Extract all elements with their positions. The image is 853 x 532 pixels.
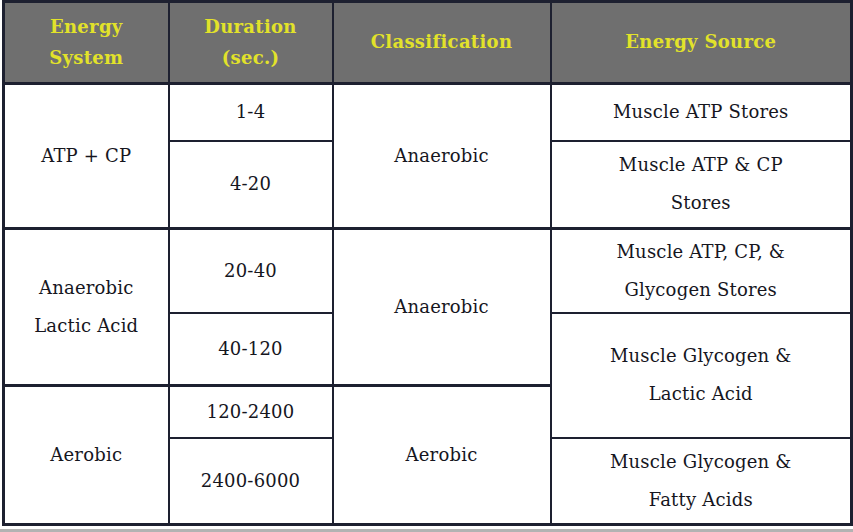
cell-source-muscle-atp-stores: Muscle ATP Stores [551, 84, 852, 141]
table-row: ATP + CP 1-4 Anaerobic Muscle ATP Stores [4, 84, 852, 141]
header-duration: Duration (sec.) [169, 2, 333, 84]
cell-classification-anaerobic-1: Anaerobic [333, 84, 551, 229]
cell-classification-aerobic: Aerobic [333, 386, 551, 525]
header-classification: Classification [333, 2, 551, 84]
cell-classification-anaerobic-2: Anaerobic [333, 229, 551, 386]
cell-duration-4-20: 4-20 [169, 141, 333, 229]
energy-systems-table: Energy System Duration (sec.) Classifica… [2, 0, 853, 526]
cell-duration-20-40: 20-40 [169, 229, 333, 313]
cell-energy-system-atp-cp: ATP + CP [4, 84, 169, 229]
document-page: Energy System Duration (sec.) Classifica… [0, 0, 853, 532]
cell-energy-system-aerobic: Aerobic [4, 386, 169, 525]
header-row: Energy System Duration (sec.) Classifica… [4, 2, 852, 84]
cell-energy-system-anaerobic-lactic-acid: Anaerobic Lactic Acid [4, 229, 169, 386]
cell-duration-1-4: 1-4 [169, 84, 333, 141]
header-energy-source: Energy Source [551, 2, 852, 84]
cell-duration-2400-6000: 2400-6000 [169, 438, 333, 525]
cell-source-muscle-glycogen-lactic-acid: Muscle Glycogen & Lactic Acid [551, 313, 852, 438]
cell-duration-120-2400: 120-2400 [169, 386, 333, 438]
cell-source-muscle-atp-cp-stores: Muscle ATP & CP Stores [551, 141, 852, 229]
header-energy-system: Energy System [4, 2, 169, 84]
cell-duration-40-120: 40-120 [169, 313, 333, 386]
cell-source-muscle-glycogen-fatty-acids: Muscle Glycogen & Fatty Acids [551, 438, 852, 525]
cell-source-muscle-atp-cp-glycogen-stores: Muscle ATP, CP, & Glycogen Stores [551, 229, 852, 313]
table-row: Anaerobic Lactic Acid 20-40 Anaerobic Mu… [4, 229, 852, 313]
